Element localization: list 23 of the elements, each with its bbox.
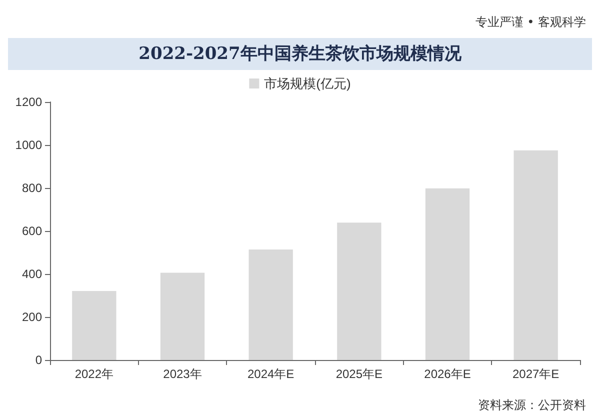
bar xyxy=(160,272,205,360)
bar xyxy=(514,150,558,360)
chart-title: 2022-2027年中国养生茶饮市场规模情况 xyxy=(8,38,592,70)
x-tick-label: 2027年E xyxy=(512,367,560,381)
bar xyxy=(248,249,293,360)
text: 专业严谨 • 客观科学 xyxy=(475,14,586,31)
x-tick-label: 2024年E xyxy=(247,367,294,381)
y-tick-label: 0 xyxy=(35,353,42,367)
y-tick-label: 600 xyxy=(22,224,42,238)
x-tick-label: 2025年E xyxy=(336,367,383,381)
bar xyxy=(72,290,116,360)
y-tick-label: 1000 xyxy=(15,138,42,152)
y-tick-label: 200 xyxy=(22,310,42,324)
bar xyxy=(425,188,470,360)
y-tick-label: 800 xyxy=(22,181,42,195)
x-tick-label: 2026年E xyxy=(424,367,471,381)
y-tick-label: 1200 xyxy=(15,95,42,109)
bar xyxy=(337,222,382,360)
x-tick-label: 2023年 xyxy=(163,367,202,381)
text: 资料来源：公开资料 xyxy=(478,397,586,414)
y-tick-label: 400 xyxy=(22,267,42,281)
x-tick-label: 2022年 xyxy=(74,367,114,381)
legend-label: 市场规模(亿元) xyxy=(264,76,351,91)
